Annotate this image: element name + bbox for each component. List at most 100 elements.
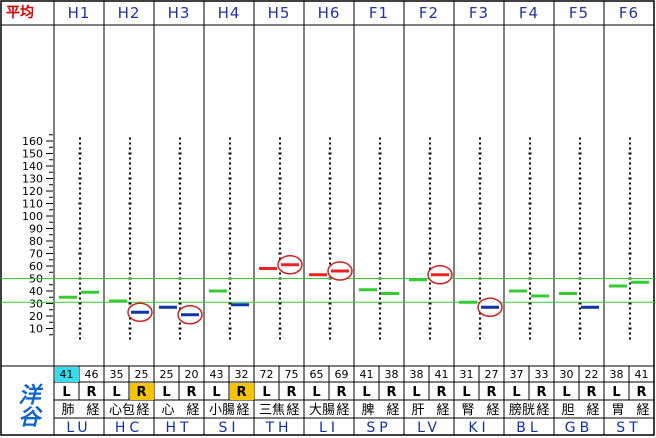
column-code: H5	[268, 4, 291, 22]
scale-dot	[179, 272, 181, 275]
scale-dot	[329, 192, 331, 195]
scale-dot	[429, 312, 431, 315]
scale-dot	[329, 172, 331, 175]
scale-dot	[429, 282, 431, 285]
scale-dot	[129, 207, 131, 210]
scale-dot	[479, 187, 481, 190]
scale-dot	[129, 292, 131, 295]
scale-dot	[479, 282, 481, 285]
scale-dot	[328, 177, 332, 180]
scale-dot	[129, 167, 131, 170]
scale-dot	[529, 217, 531, 220]
lr-cell: L	[212, 385, 220, 400]
scale-dot	[529, 232, 531, 235]
value-bar-h2-l	[109, 299, 127, 303]
scale-dot	[529, 207, 531, 210]
scale-dot	[529, 272, 531, 275]
scale-dot	[129, 212, 131, 215]
scale-dot	[378, 152, 382, 155]
scale-dot	[529, 142, 531, 145]
scale-dot	[628, 177, 632, 180]
scale-dot	[428, 252, 432, 255]
scale-dot	[529, 317, 531, 320]
scale-dot	[628, 252, 632, 255]
column-code: H6	[318, 4, 341, 22]
scale-dot	[479, 262, 481, 265]
scale-dot	[229, 307, 231, 310]
scale-dot	[629, 247, 631, 250]
scale-dot	[79, 187, 81, 190]
scale-dot	[279, 287, 281, 290]
scale-dot	[279, 282, 281, 285]
scale-dot	[529, 312, 531, 315]
scale-dot	[129, 282, 131, 285]
meridian-abbr: LI	[319, 420, 339, 436]
meridian-abbr: SI	[218, 420, 239, 436]
meridian-name: 心包	[109, 403, 135, 418]
scale-dot	[629, 207, 631, 210]
scale-dot	[129, 187, 131, 190]
lr-cell: L	[612, 385, 620, 400]
scale-dot	[179, 237, 181, 240]
scale-dot	[578, 177, 582, 180]
scale-dot	[179, 257, 181, 260]
scale-dot	[329, 232, 331, 235]
scale-dot	[429, 157, 431, 160]
scale-dot	[379, 267, 381, 270]
scale-dot	[178, 302, 182, 305]
scale-dot	[629, 322, 631, 325]
scale-dot	[229, 322, 231, 325]
scale-dot	[179, 222, 181, 225]
scale-dot	[78, 152, 82, 155]
bottom-table: 41L46R肺 経LU35L25R心包 経HC25L20R心 経HT43L32R小腸経…	[54, 366, 654, 436]
meridian-name: 三焦	[259, 403, 285, 418]
lr-cell: L	[112, 385, 120, 400]
meridian-abbr: LU	[66, 420, 91, 436]
scale-dot	[379, 172, 381, 175]
scale-dot	[278, 327, 282, 330]
y-tick-label: 80	[29, 235, 43, 248]
scale-dot	[629, 157, 631, 160]
scale-dot	[229, 137, 231, 140]
scale-dot	[479, 257, 481, 260]
scale-dot	[179, 267, 181, 270]
scale-dot	[179, 192, 181, 195]
scale-dot	[429, 197, 431, 200]
scale-dot	[528, 227, 532, 230]
scale-dot	[379, 337, 381, 340]
scale-dot	[529, 187, 531, 190]
scale-dot	[229, 272, 231, 275]
scale-dot	[529, 292, 531, 295]
scale-dot	[179, 242, 181, 245]
scale-dot	[229, 217, 231, 220]
scale-dot	[228, 177, 232, 180]
scale-dot	[279, 222, 281, 225]
scale-dot	[79, 172, 81, 175]
scale-dot	[179, 197, 181, 200]
scale-dot	[128, 302, 132, 305]
scale-dot	[279, 292, 281, 295]
scale-dot	[379, 247, 381, 250]
value-bar-h4-l	[209, 289, 227, 293]
scale-dot	[429, 332, 431, 335]
scale-dot	[179, 297, 181, 300]
scale-dot	[429, 257, 431, 260]
scale-dot	[529, 267, 531, 270]
scale-dot	[229, 317, 231, 320]
value-bar-h2-r	[131, 310, 149, 314]
scale-dot	[629, 332, 631, 335]
scale-dot	[129, 147, 131, 150]
y-tick-label: 140	[22, 160, 43, 173]
scale-dot	[579, 317, 581, 320]
scale-dot	[128, 202, 132, 205]
scale-dot	[128, 152, 132, 155]
y-tick-label: 90	[29, 223, 43, 236]
scale-dot	[529, 257, 531, 260]
scale-dot	[278, 177, 282, 180]
scale-dot	[529, 222, 531, 225]
scale-dot	[229, 212, 231, 215]
scale-dot	[79, 332, 81, 335]
